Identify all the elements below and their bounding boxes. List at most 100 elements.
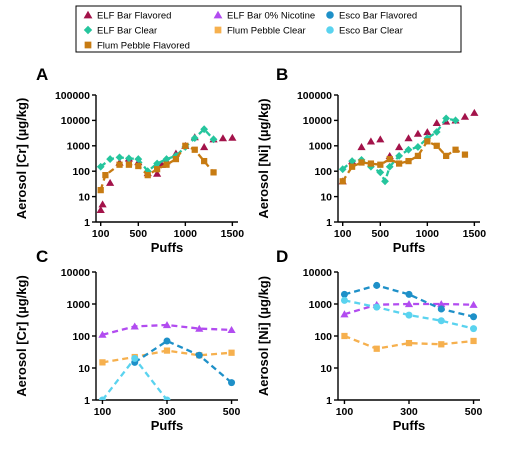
series-c-flum-pebble-clear <box>99 347 235 366</box>
data-point-d-esco-bar-clear-1 <box>373 303 381 311</box>
series-line-c-esco-bar-flavored <box>134 339 233 384</box>
data-point-c-elf-bar-0-nicotine-2 <box>162 321 172 329</box>
x-tick-label-b-0: 100 <box>334 228 352 240</box>
panel-a: A 1 10 100 1000 10000 100000 100 500 1000 1500 Puff… <box>14 65 244 255</box>
x-axis-title-c: Puffs <box>151 418 184 433</box>
panel-b: B 1 10 100 1000 10000 100000 100 500 1000 1500 Puff… <box>256 65 486 255</box>
series-line-d-esco-bar-flavored <box>344 284 474 318</box>
legend-label-flum-pebble-clear: Flum Pebble Clear <box>227 26 306 37</box>
data-point-b-elf-bar-flavored-13 <box>460 112 470 120</box>
data-point-d-esco-bar-clear-3 <box>437 317 445 325</box>
data-point-b-elf-bar-clear-4 <box>376 168 385 177</box>
x-axis-title-b: Puffs <box>393 240 426 255</box>
data-point-a-elf-bar-clear-5 <box>143 167 152 176</box>
y-tick-label-c-4: 10000 <box>61 267 90 279</box>
data-point-d-esco-bar-clear-2 <box>405 311 413 319</box>
x-tick-label-b-1: 500 <box>372 228 390 240</box>
legend-entry-esco-bar-flavored: Esco Bar Flavored <box>326 11 417 22</box>
plot-area-d <box>340 281 478 352</box>
data-point-a-elf-bar-flavored-13 <box>200 143 209 151</box>
series-d-esco-bar-flavored <box>340 281 478 321</box>
x-tick-label-a-1: 500 <box>130 228 148 240</box>
plot-area-b <box>338 108 479 186</box>
data-point-d-elf-bar-0-nicotine-2 <box>404 300 414 308</box>
data-point-d-flum-pebble-clear-4 <box>470 337 477 345</box>
y-tick-label-d-4: 10000 <box>303 267 332 279</box>
y-axis-title-d: Aerosol [Ni] (µg/kg) <box>256 276 271 396</box>
y-tick-label-c-3: 1000 <box>67 299 91 311</box>
data-point-d-elf-bar-0-nicotine-4 <box>469 300 478 308</box>
y-tick-label-d-1: 10 <box>320 363 332 375</box>
y-tick-label-a-4: 10000 <box>61 115 90 127</box>
panels: A 1 10 100 1000 10000 100000 100 500 1000 1500 Puff… <box>14 65 486 433</box>
panel-c: C 1 10 100 1000 10000 100 300 500 Puffs Aerosol [C… <box>14 247 240 433</box>
data-point-a-elf-bar-flavored-15 <box>218 134 228 142</box>
data-point-c-flum-pebble-clear-4 <box>228 349 235 356</box>
y-axis-title-a: Aerosol [Cr] (µg/kg) <box>14 98 29 220</box>
legend-entry-elf-bar-clear: ELF Bar Clear <box>83 25 157 37</box>
x-tick-label-a-3: 1500 <box>221 228 245 240</box>
legend: ELF Bar Flavored ELF Bar 0% Nicotine Esco … <box>75 5 462 53</box>
y-tick-label-a-1: 10 <box>78 191 90 203</box>
data-point-b-flum-pebble-flavored-1 <box>348 163 356 170</box>
series-c-esco-bar-flavored <box>131 337 236 387</box>
data-point-a-elf-bar-clear-7 <box>162 155 171 163</box>
plot-area-a <box>96 125 237 214</box>
legend-entry-flum-pebble-flavored: Flum Pebble Flavored <box>84 41 190 52</box>
y-axis-title-b: Aerosol [Ni] (µg/kg) <box>256 98 271 218</box>
x-axis-title-a: Puffs <box>151 240 184 255</box>
data-point-d-esco-bar-clear-4 <box>470 325 478 333</box>
y-tick-label-b-2: 100 <box>314 166 332 178</box>
data-point-c-esco-bar-clear-0 <box>98 396 106 400</box>
legend-label-elf-bar-flavored: ELF Bar Flavored <box>97 11 171 22</box>
data-point-b-elf-bar-flavored-14 <box>470 108 479 116</box>
data-point-a-elf-bar-clear-1 <box>106 155 115 163</box>
data-point-d-esco-bar-clear-0 <box>340 296 348 304</box>
data-point-a-flum-pebble-flavored-5 <box>144 172 151 179</box>
x-tick-label-c-0: 100 <box>94 406 112 418</box>
data-point-b-elf-bar-clear-13 <box>451 116 460 125</box>
x-tick-label-d-2: 500 <box>465 406 483 418</box>
legend-marker-esco-bar-flavored <box>326 11 334 19</box>
y-tick-label-d-2: 100 <box>314 331 332 343</box>
data-point-a-elf-bar-clear-6 <box>153 159 162 168</box>
data-point-b-elf-bar-flavored-10 <box>432 118 441 126</box>
data-point-c-elf-bar-0-nicotine-0 <box>98 330 107 338</box>
data-point-b-flum-pebble-flavored-6 <box>396 160 403 167</box>
y-tick-label-a-5: 100000 <box>55 90 90 102</box>
legend-label-flum-pebble-flavored: Flum Pebble Flavored <box>97 41 190 52</box>
x-tick-label-c-2: 500 <box>223 406 241 418</box>
data-point-a-flum-pebble-flavored-6 <box>154 166 161 173</box>
data-point-a-flum-pebble-flavored-7 <box>163 161 170 168</box>
data-point-a-flum-pebble-flavored-2 <box>116 161 123 168</box>
data-point-b-elf-bar-clear-12 <box>442 114 451 123</box>
panel-d: D 1 10 100 1000 10000 100 300 500 Puffs Aerosol [N… <box>256 247 482 433</box>
data-point-d-flum-pebble-clear-3 <box>438 341 445 348</box>
data-point-b-elf-bar-flavored-7 <box>404 134 413 142</box>
panel-letter-a: A <box>36 65 48 84</box>
data-point-d-elf-bar-0-nicotine-3 <box>437 300 446 308</box>
y-tick-label-a-3: 1000 <box>67 141 91 153</box>
data-point-d-esco-bar-flavored-1 <box>373 281 381 289</box>
legend-label-elf-bar-0-nicotine: ELF Bar 0% Nicotine <box>227 11 315 22</box>
data-point-d-elf-bar-0-nicotine-0 <box>340 310 349 318</box>
series-c-elf-bar-0-nicotine <box>98 321 236 338</box>
legend-label-esco-bar-flavored: Esco Bar Flavored <box>339 11 417 22</box>
data-point-a-elf-bar-clear-0 <box>96 162 105 171</box>
panel-letter-b: B <box>276 65 288 84</box>
x-tick-label-d-0: 100 <box>336 406 354 418</box>
y-tick-label-b-0: 1 <box>326 217 332 229</box>
y-tick-label-a-2: 100 <box>72 166 90 178</box>
series-d-flum-pebble-clear <box>341 332 477 352</box>
data-point-c-esco-bar-flavored-3 <box>228 379 236 387</box>
x-tick-label-a-2: 1000 <box>174 228 198 240</box>
data-point-a-elf-bar-clear-3 <box>125 154 133 163</box>
data-point-a-flum-pebble-flavored-10 <box>191 146 198 153</box>
data-point-b-elf-bar-clear-8 <box>404 145 413 154</box>
data-point-b-flum-pebble-flavored-9 <box>424 138 431 145</box>
data-point-c-esco-bar-clear-1 <box>131 354 139 362</box>
legend-marker-elf-bar-clear <box>83 25 93 35</box>
legend-frame <box>75 5 462 53</box>
data-point-a-flum-pebble-flavored-4 <box>135 162 142 170</box>
data-point-d-esco-bar-flavored-2 <box>405 290 413 298</box>
